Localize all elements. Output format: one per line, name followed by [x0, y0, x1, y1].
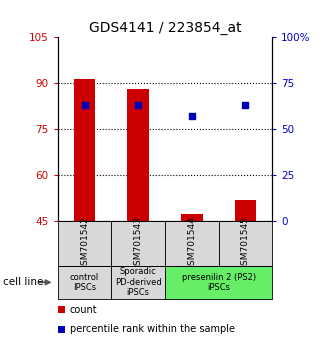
- Bar: [74, 79, 95, 221]
- Bar: [181, 213, 203, 221]
- Title: GDS4141 / 223854_at: GDS4141 / 223854_at: [89, 21, 241, 35]
- Text: presenilin 2 (PS2)
iPSCs: presenilin 2 (PS2) iPSCs: [182, 273, 256, 292]
- Bar: [165, 266, 272, 299]
- Bar: [127, 89, 149, 221]
- Text: GSM701545: GSM701545: [241, 216, 250, 271]
- Bar: [58, 266, 112, 299]
- Point: [136, 102, 141, 108]
- Bar: [58, 221, 112, 266]
- Bar: [112, 266, 165, 299]
- Text: control
IPSCs: control IPSCs: [70, 273, 99, 292]
- Bar: [165, 221, 218, 266]
- Text: cell line: cell line: [3, 277, 44, 287]
- Bar: [235, 200, 256, 221]
- Bar: [112, 221, 165, 266]
- Point: [243, 102, 248, 108]
- Point: [189, 114, 194, 119]
- Point: [82, 102, 87, 108]
- Text: GSM701542: GSM701542: [80, 216, 89, 271]
- Text: Sporadic
PD-derived
iPSCs: Sporadic PD-derived iPSCs: [115, 267, 162, 297]
- Text: percentile rank within the sample: percentile rank within the sample: [70, 324, 235, 334]
- Text: GSM701543: GSM701543: [134, 216, 143, 271]
- Text: count: count: [70, 305, 98, 315]
- Text: GSM701544: GSM701544: [187, 216, 196, 271]
- Bar: [218, 221, 272, 266]
